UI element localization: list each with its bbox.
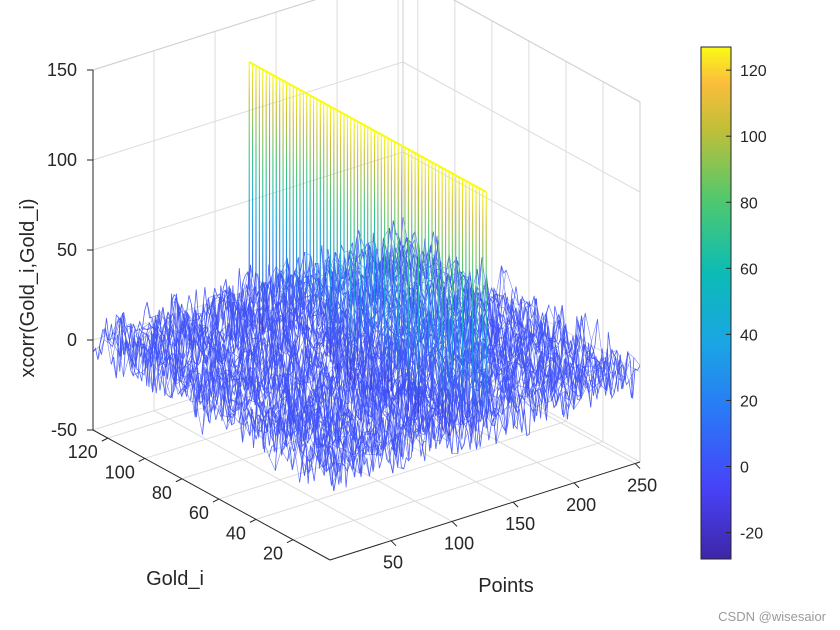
x-axis-label: Points [478, 575, 534, 597]
grid-line [92, 151, 404, 251]
mesh-column [122, 325, 360, 478]
mesh-column [161, 311, 400, 474]
mesh-column [171, 301, 409, 461]
y-tick-mark [175, 478, 183, 483]
grid-line [397, 333, 636, 464]
mesh-row [299, 348, 610, 483]
mesh-column [319, 274, 557, 407]
y-tick-label: 20 [263, 544, 283, 564]
mesh-column [215, 293, 454, 442]
z-tick-label: 150 [47, 60, 77, 80]
mesh-column [132, 319, 370, 477]
grid-line [292, 441, 604, 541]
y-tick-label: 60 [189, 503, 209, 523]
x-tick-label: 200 [566, 495, 596, 515]
y-tick-mark [101, 437, 109, 442]
watermark: CSDN @wisesaior [718, 609, 826, 624]
mesh-column [107, 338, 345, 474]
mesh-column [196, 294, 434, 439]
x-tick-label: 250 [627, 476, 657, 496]
mesh-column [383, 227, 621, 394]
y-tick-label: 40 [226, 523, 246, 543]
mesh-column [137, 322, 375, 464]
autocorrelation-peak [248, 61, 487, 437]
x-tick-label: 150 [505, 514, 535, 534]
y-tick-label: 120 [68, 442, 98, 462]
colorbar-tick-label: 120 [740, 63, 767, 80]
colorbar: -20 0 20 40 60 80 100 120 [700, 46, 767, 560]
colorbar-tick-label: 100 [740, 129, 767, 146]
z-tick-label: 0 [67, 330, 77, 350]
mesh-column [240, 286, 478, 432]
peak-crest [248, 61, 487, 193]
mesh-column [392, 220, 631, 391]
box-edge [92, 0, 317, 71]
x-tick-mark [512, 501, 519, 508]
colorbar-tick-label: 0 [740, 460, 749, 477]
mesh-column [274, 257, 513, 435]
x-tick-label: 50 [383, 553, 403, 573]
x-tick-mark [451, 521, 458, 527]
x-tick-mark [634, 463, 641, 469]
grid-line [92, 61, 404, 161]
x-axis-line [329, 461, 641, 561]
z-axis-label: xcorr(Gold_i,Gold_i) [17, 199, 39, 378]
colorbar-tick-label: 60 [740, 261, 758, 278]
z-tick-label: 100 [47, 150, 77, 170]
y-axis-line [92, 429, 331, 561]
y-tick-label: 80 [152, 483, 172, 503]
mesh-column [225, 279, 464, 435]
mesh-column [220, 292, 458, 455]
colorbar-tick-label: 80 [740, 195, 758, 212]
grid-line [255, 420, 567, 520]
y-tick-mark [286, 539, 294, 544]
colorbar-tick-label: 40 [740, 327, 758, 344]
colorbar-tick-label: -20 [740, 526, 763, 543]
colorbar-tick-label: 20 [740, 393, 758, 410]
x-tick-mark [573, 482, 580, 489]
y-tick-mark [138, 457, 146, 462]
surface-mesh [92, 217, 641, 491]
z-tick-label: 50 [57, 240, 77, 260]
grid-line [402, 61, 641, 193]
grid-line [453, 0, 641, 103]
colorbar-fill [700, 46, 732, 560]
mesh-column [201, 296, 439, 435]
box-edge [453, 0, 641, 103]
mesh-column [166, 312, 404, 470]
y-axis-label: Gold_i [146, 568, 204, 590]
mesh-column [373, 250, 611, 389]
x-tick-mark [390, 540, 397, 547]
axes-front: 50 100 150 200 250 20 40 60 80 100 120-50 0 50 100 150 [47, 60, 657, 573]
grid-line [92, 0, 317, 71]
y-tick-mark [212, 498, 220, 503]
y-tick-label: 100 [105, 462, 135, 482]
x-tick-label: 100 [444, 533, 474, 553]
mesh-column [97, 334, 336, 476]
grid-line [153, 410, 392, 542]
y-tick-mark [249, 518, 257, 523]
z-tick-label: -50 [51, 420, 77, 440]
mesh-column [176, 297, 414, 457]
